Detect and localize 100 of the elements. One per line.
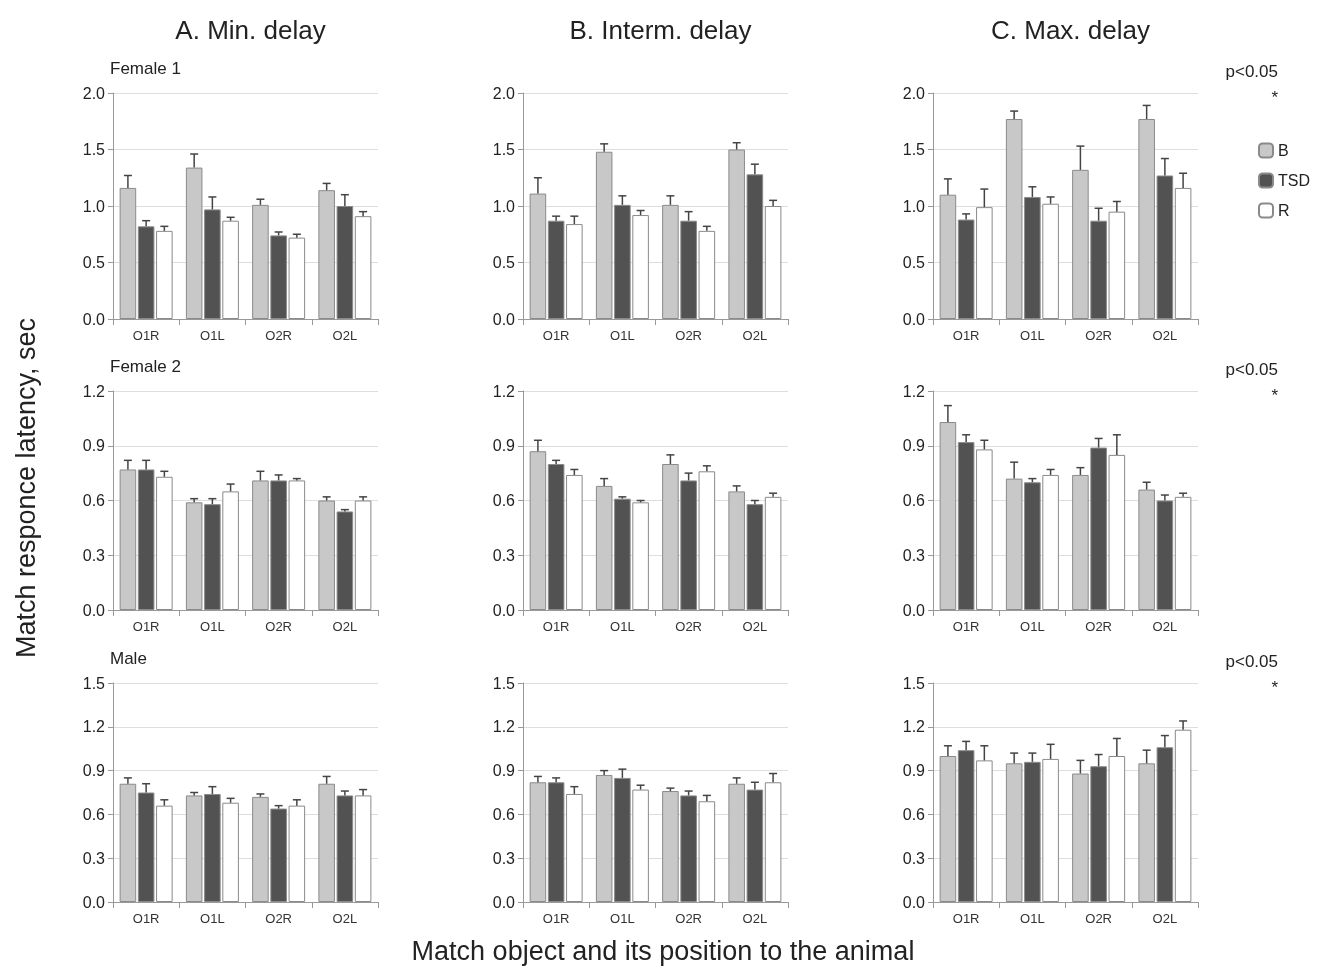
y-tick-label: 0.9 (492, 762, 516, 780)
y-tick-label: 0.3 (902, 849, 926, 867)
x-tick-label: O2L (332, 328, 358, 343)
x-axis-title: Match object and its position to the animal (410, 936, 916, 967)
chart-subtitle: Female 2 (110, 357, 181, 376)
x-tick-label: O1R (952, 328, 980, 343)
y-tick-label: 1.5 (902, 141, 926, 158)
x-tick-label: O1R (132, 911, 160, 926)
y-tick-label: 0.6 (902, 805, 926, 823)
y-tick-label: 0.3 (902, 546, 926, 564)
bar (764, 496, 782, 610)
y-tick-label: 0.0 (902, 601, 926, 619)
y-tick-label: 0.9 (492, 437, 516, 455)
y-tick-label: 0.0 (82, 310, 106, 328)
y-tick-label: 1.5 (82, 141, 106, 158)
x-tick-label: O1R (132, 328, 160, 343)
y-tick-label: 0.9 (902, 762, 926, 780)
x-tick-label: O2L (332, 619, 358, 634)
y-tick-label: 0.6 (82, 492, 106, 509)
x-tick-label: O1R (542, 619, 570, 634)
x-tick-label: O1L (610, 619, 635, 634)
y-tick-label: 0.6 (492, 492, 516, 509)
x-tick-label: O1L (200, 619, 225, 634)
y-tick-label: 0.0 (902, 893, 926, 911)
bar (354, 795, 372, 902)
bar (939, 756, 957, 902)
y-tick-label: 0.0 (492, 601, 516, 619)
x-tick-label: O1L (610, 328, 635, 343)
x-tick-label: O2R (265, 619, 292, 634)
x-tick-label: O2R (675, 328, 702, 343)
bar (529, 782, 547, 902)
x-tick-label: O2R (675, 619, 702, 634)
y-tick-label: 0.3 (82, 546, 106, 564)
x-tick-label: O2R (1085, 328, 1112, 343)
bar (119, 469, 137, 610)
bar (119, 187, 137, 319)
text: p<0.05 (1225, 62, 1279, 81)
x-tick-label: O1L (610, 911, 635, 926)
x-tick-label: O1L (200, 328, 225, 343)
x-tick-label: O1L (200, 911, 225, 926)
y-tick-label: 1.2 (902, 382, 926, 400)
bar (529, 193, 547, 319)
chart-subtitle: Male (110, 649, 147, 668)
x-tick-label: O2L (1152, 619, 1178, 634)
y-tick-label: 2.0 (492, 84, 516, 102)
x-tick-label: O2R (265, 328, 292, 343)
x-tick-label: O2L (332, 911, 358, 926)
y-tick-label: 0.6 (902, 492, 926, 509)
x-tick-label: O1R (952, 619, 980, 634)
y-tick-label: 1.2 (492, 718, 516, 736)
bar (939, 422, 957, 610)
y-tick-label: 0.0 (82, 893, 106, 911)
text: p<0.05 (1225, 360, 1279, 379)
y-tick-label: 0.6 (492, 805, 516, 823)
legend-label: R (1278, 202, 1290, 219)
y-tick-label: 0.5 (492, 254, 516, 271)
bar (119, 783, 137, 902)
x-tick-label: O2R (675, 911, 702, 926)
x-tick-label: O1L (1020, 328, 1045, 343)
y-tick-label: 0.5 (82, 254, 106, 271)
bar (1174, 496, 1192, 610)
y-tick-label: 1.0 (492, 197, 516, 215)
x-tick-label: O1R (542, 911, 570, 926)
y-tick-label: 2.0 (82, 84, 106, 102)
x-tick-label: O2L (742, 619, 768, 634)
bar (939, 194, 957, 319)
text: p<0.05 (1225, 652, 1279, 671)
chart-title: C. Max. delay (991, 15, 1150, 45)
x-tick-label: O1R (132, 619, 160, 634)
x-tick-label: O1R (542, 328, 570, 343)
y-tick-label: 1.2 (492, 382, 516, 400)
x-tick-label: O2R (1085, 619, 1112, 634)
y-tick-label: 0.9 (82, 762, 106, 780)
y-tick-label: 1.0 (82, 197, 106, 215)
text: * (1271, 678, 1279, 697)
y-tick-label: 1.2 (82, 718, 106, 736)
y-tick-label: 1.2 (902, 718, 926, 736)
x-tick-label: O1L (1020, 911, 1045, 926)
y-tick-label: 0.5 (902, 254, 926, 271)
chart-subtitle: Female 1 (110, 59, 181, 78)
bar (529, 451, 547, 610)
x-tick-label: O1L (1020, 619, 1045, 634)
text: * (1271, 88, 1279, 107)
x-tick-label: O2R (265, 911, 292, 926)
x-tick-label: O2L (1152, 328, 1178, 343)
y-tick-label: 1.5 (492, 674, 516, 692)
y-tick-label: 1.5 (492, 141, 516, 158)
x-tick-label: O2R (1085, 911, 1112, 926)
bar (354, 216, 372, 319)
y-axis-title: Match responce latency, sec (10, 317, 42, 659)
y-tick-label: 0.0 (492, 310, 516, 328)
x-tick-label: O2L (1152, 911, 1178, 926)
y-tick-label: 0.0 (902, 310, 926, 328)
chart-title: A. Min. delay (175, 15, 326, 45)
y-tick-label: 0.9 (82, 437, 106, 455)
bar (764, 206, 782, 319)
y-tick-label: 0.0 (82, 601, 106, 619)
y-tick-label: 1.2 (82, 382, 106, 400)
y-tick-label: 0.3 (82, 849, 106, 867)
y-tick-label: 0.0 (492, 893, 516, 911)
